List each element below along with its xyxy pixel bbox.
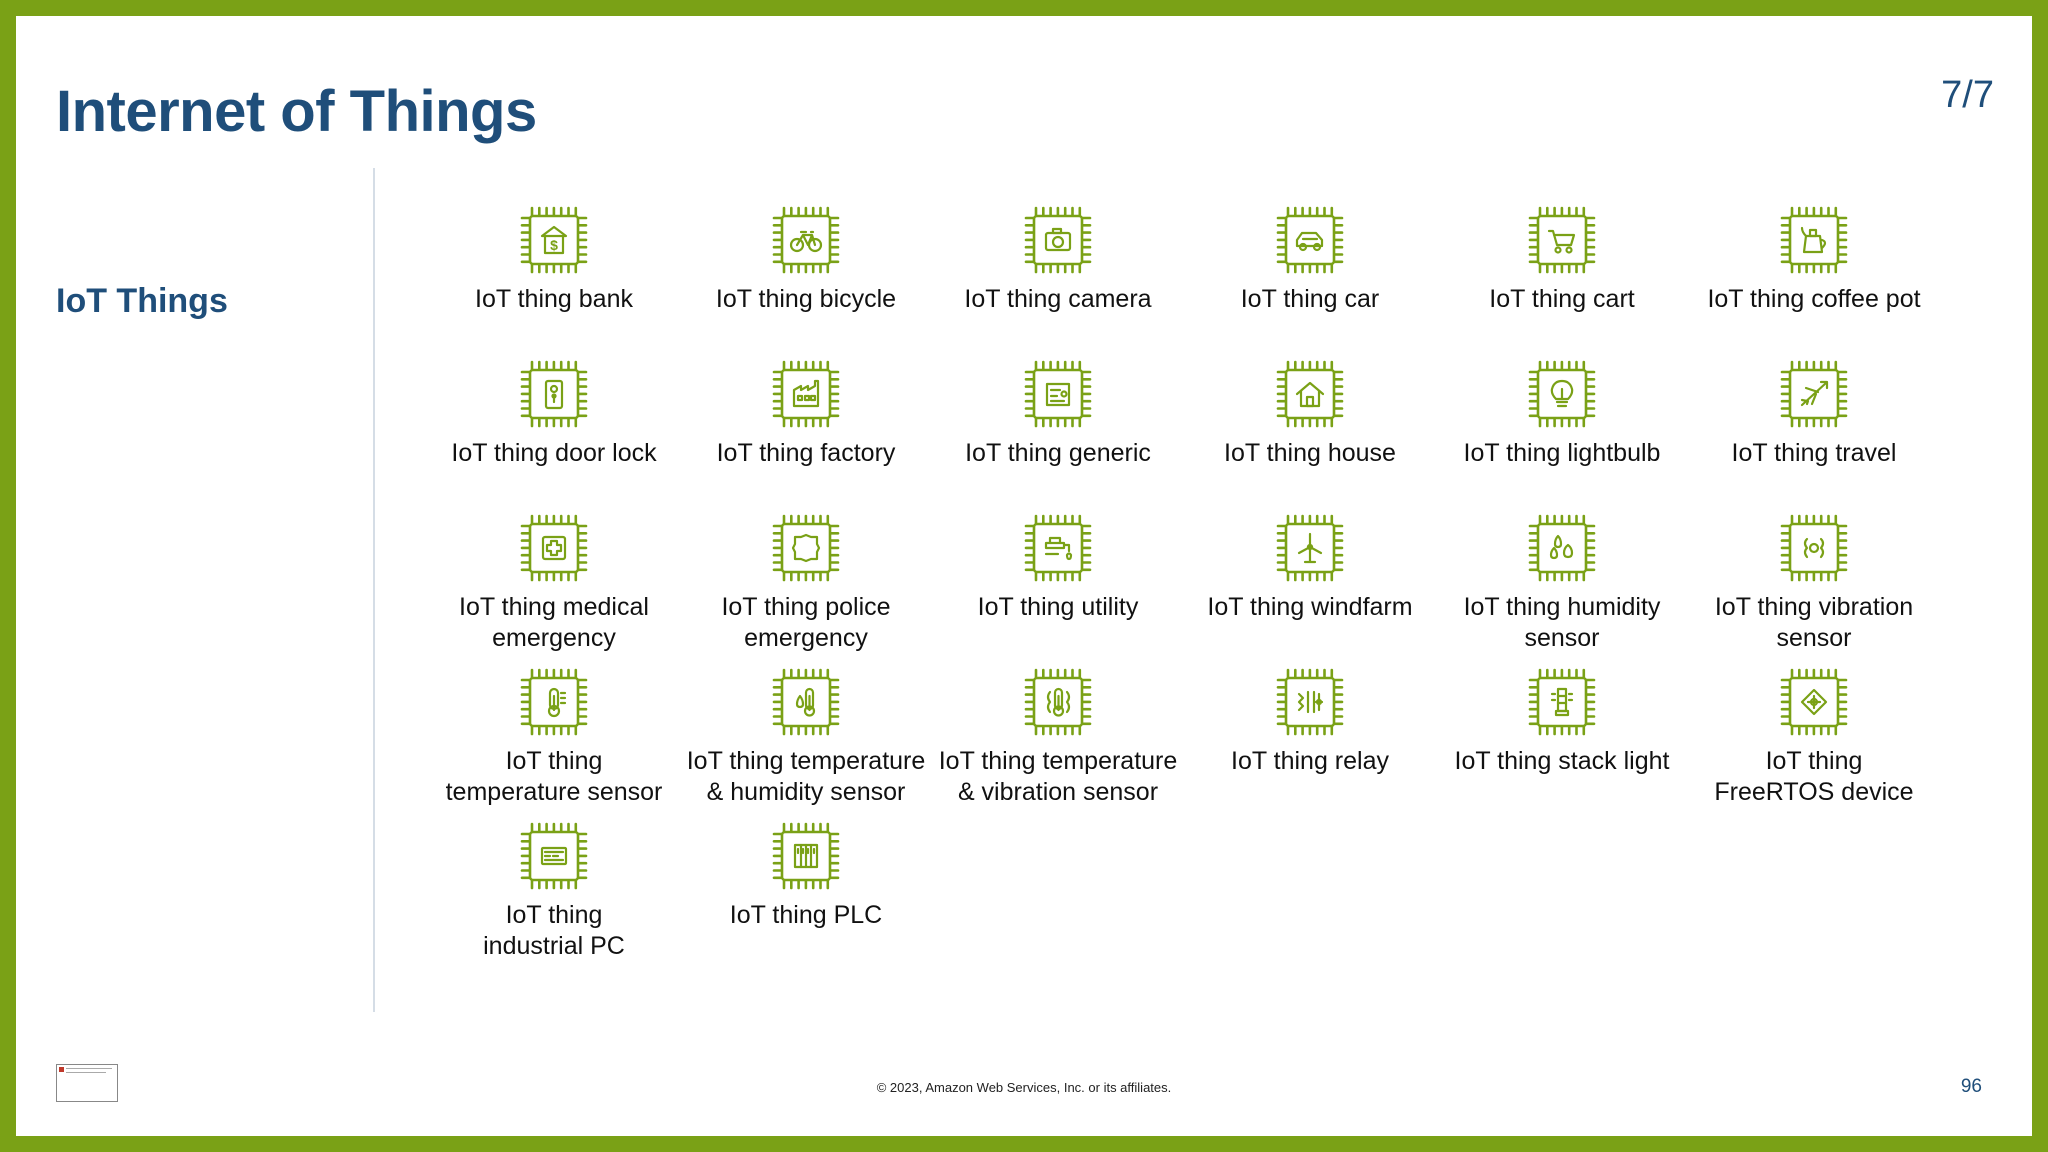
iot-item-label: IoT thing factory [716,439,896,467]
iot-item-police: IoT thing police emergency [680,510,932,664]
iot-item-label: IoT thing car [1240,285,1380,313]
iot-item-label: IoT thing cart [1489,285,1635,313]
humidity-icon [1528,514,1596,582]
medical-icon [520,514,588,582]
iot-item-freertos: IoT thing FreeRTOS device [1688,664,1940,818]
iot-item-label: IoT thing vibration sensor [1714,593,1914,652]
iot-item-label: IoT thing relay [1231,747,1389,775]
iot-item-label: IoT thing door lock [451,439,657,467]
iot-item-label: IoT thing industrial PC [483,901,625,960]
iot-item-coffee-pot: IoT thing coffee pot [1688,202,1940,356]
iot-item-door-lock: IoT thing door lock [428,356,680,510]
freertos-icon [1780,668,1848,736]
iot-item-generic: IoT thing generic [932,356,1184,510]
iot-item-label: IoT thing stack light [1454,747,1670,775]
iot-item-bank: $ IoT thing bank [428,202,680,356]
iot-item-label: IoT thing FreeRTOS device [1714,747,1914,806]
slide: Internet of Things 7/7 IoT Things $ IoT … [16,16,2032,1136]
cart-icon [1528,206,1596,274]
iot-item-lightbulb: IoT thing lightbulb [1436,356,1688,510]
temperature-icon [520,668,588,736]
iot-item-label: IoT thing bank [475,285,633,313]
factory-icon [772,360,840,428]
iot-item-label: IoT thing generic [965,439,1151,467]
iot-item-label: IoT thing bicycle [715,285,897,313]
iot-item-label: IoT thing house [1224,439,1396,467]
iot-item-temp-vibration: IoT thing temperature & vibration sensor [932,664,1184,818]
iot-item-label: IoT thing PLC [729,901,883,929]
iot-item-camera: IoT thing camera [932,202,1184,356]
iot-item-utility: IoT thing utility [932,510,1184,664]
iot-item-humidity: IoT thing humidity sensor [1436,510,1688,664]
coffee-pot-icon [1780,206,1848,274]
slide-pager: 7/7 [1941,74,1994,116]
iot-item-relay: IoT thing relay [1184,664,1436,818]
iot-item-cart: IoT thing cart [1436,202,1688,356]
iot-item-label: IoT thing temperature sensor [445,747,663,806]
bank-icon: $ [520,206,588,274]
iot-item-label: IoT thing camera [964,285,1152,313]
vibration-icon [1780,514,1848,582]
iot-item-label: IoT thing travel [1731,439,1897,467]
broken-image-icon [59,1067,64,1072]
iot-item-industrial-pc: IoT thing industrial PC [428,818,680,972]
bicycle-icon [772,206,840,274]
iot-item-car: IoT thing car [1184,202,1436,356]
industrial-pc-icon [520,822,588,890]
vertical-divider [373,168,375,1012]
iot-item-temp-humidity: IoT thing temperature & humidity sensor [680,664,932,818]
iot-item-bicycle: IoT thing bicycle [680,202,932,356]
temp-humidity-icon [772,668,840,736]
section-label: IoT Things [56,282,228,320]
car-icon [1276,206,1344,274]
temp-vibration-icon [1024,668,1092,736]
iot-item-label: IoT thing coffee pot [1707,285,1921,313]
house-icon [1276,360,1344,428]
police-icon [772,514,840,582]
iot-item-windfarm: IoT thing windfarm [1184,510,1436,664]
iot-item-label: IoT thing lightbulb [1463,439,1661,467]
iot-item-stack-light: IoT thing stack light [1436,664,1688,818]
iot-item-house: IoT thing house [1184,356,1436,510]
iot-item-label: IoT thing police emergency [721,593,891,652]
stack-light-icon [1528,668,1596,736]
lightbulb-icon [1528,360,1596,428]
iot-item-label: IoT thing utility [977,593,1139,621]
plc-icon [772,822,840,890]
iot-item-plc: IoT thing PLC [680,818,932,972]
windfarm-icon [1276,514,1344,582]
iot-item-label: IoT thing humidity sensor [1463,593,1661,652]
slide-title: Internet of Things [56,79,537,144]
iot-item-label: IoT thing medical emergency [459,593,649,652]
iot-item-label: IoT thing temperature & vibration sensor [938,747,1178,806]
icon-grid: $ IoT thing bank IoT thing bicycle IoT t… [428,202,1940,972]
iot-item-medical: IoT thing medical emergency [428,510,680,664]
page-number: 96 [1960,1076,1982,1097]
iot-item-label: IoT thing temperature & humidity sensor [686,747,926,806]
iot-item-vibration: IoT thing vibration sensor [1688,510,1940,664]
utility-icon [1024,514,1092,582]
iot-item-label: IoT thing windfarm [1207,593,1413,621]
generic-icon [1024,360,1092,428]
door-lock-icon [520,360,588,428]
iot-item-temperature: IoT thing temperature sensor [428,664,680,818]
iot-item-factory: IoT thing factory [680,356,932,510]
copyright-notice: © 2023, Amazon Web Services, Inc. or its… [876,1080,1172,1095]
camera-icon [1024,206,1092,274]
iot-item-travel: IoT thing travel [1688,356,1940,510]
svg-text:$: $ [550,237,558,253]
broken-image-placeholder [56,1064,118,1102]
relay-icon [1276,668,1344,736]
travel-icon [1780,360,1848,428]
